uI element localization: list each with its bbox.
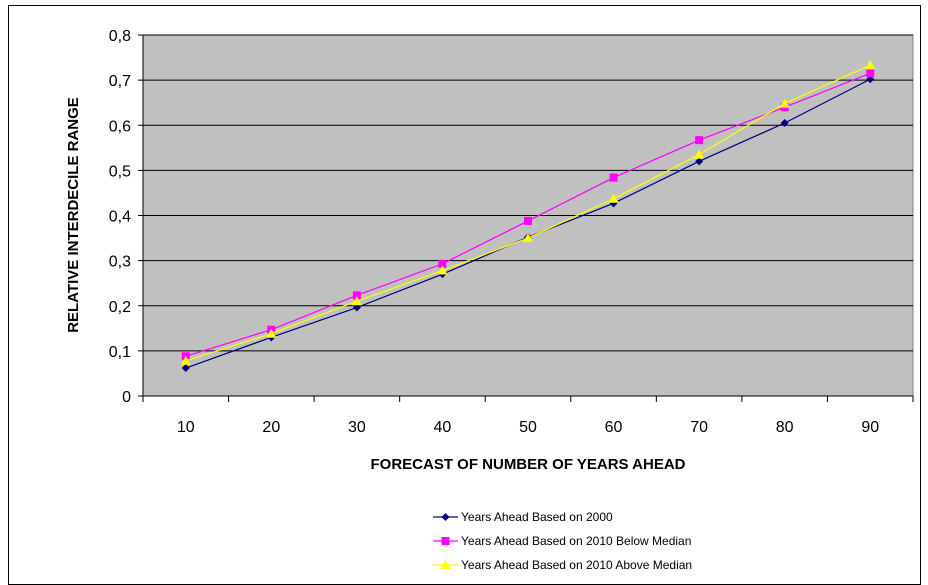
data-point [608,193,619,203]
x-tick-labels: 10 20 30 40 50 60 70 80 90 [177,419,879,436]
y-tick-label: 0,7 [109,73,131,90]
data-point [181,364,190,373]
y-tick-labels: 0 0,1 0,2 0,3 0,4 0,5 0,6 0,7 0,8 [109,28,131,406]
data-point [524,216,532,225]
legend-label: Years Ahead Based on 2010 Below Median [461,534,691,548]
x-tick-label: 60 [605,419,623,436]
x-tick-label: 90 [861,419,879,436]
data-point [779,98,790,108]
data-point [437,265,448,275]
x-tick-label: 30 [348,419,366,436]
y-tick-label: 0,3 [109,254,131,271]
y-tick-label: 0 [122,389,131,406]
legend-marker [441,513,450,521]
gridlines [143,34,913,352]
series-lines [180,60,876,373]
legend-entry: Years Ahead Based on 2010 Below Median [433,534,691,548]
data-point [780,118,789,127]
y-tick-label: 0,4 [109,209,131,226]
legend-entry: Years Ahead Based on 2010 Above Median [433,558,692,572]
x-tick-label: 80 [776,419,794,436]
x-axis-title: FORECAST OF NUMBER OF YEARS AHEAD [370,456,685,473]
legend-label: Years Ahead Based on 2010 Above Median [461,558,692,572]
data-point [609,173,618,182]
data-point [866,69,875,78]
x-tick-label: 70 [690,419,708,436]
y-tick-label: 0,8 [109,28,131,45]
y-tick-label: 0,2 [109,299,131,316]
data-point [180,355,191,365]
data-point [695,157,704,166]
data-point [351,296,362,306]
y-tick-label: 0,6 [109,118,131,135]
data-point [266,328,277,338]
x-tick-label: 10 [177,419,195,436]
y-axis-title: RELATIVE INTERDECILE RANGE [65,97,82,333]
data-point [523,233,533,243]
legend-label: Years Ahead Based on 2000 [461,510,613,524]
legend: Years Ahead Based on 2000 Years Ahead Bas… [433,510,692,572]
y-tick-label: 0,1 [109,344,131,361]
x-tick-label: 40 [434,419,452,436]
data-point [694,149,705,159]
axes [138,34,914,402]
data-point [438,259,447,268]
x-tick-label: 50 [519,419,537,436]
legend-entry: Years Ahead Based on 2000 [433,510,613,524]
data-point [695,136,704,145]
data-point [352,291,361,300]
series-3 [180,60,876,365]
y-tick-label: 0,5 [109,163,131,180]
data-point [352,303,361,312]
data-point [865,60,876,70]
legend-marker [441,537,450,545]
x-tick-label: 20 [262,419,280,436]
legend-marker [440,560,451,569]
